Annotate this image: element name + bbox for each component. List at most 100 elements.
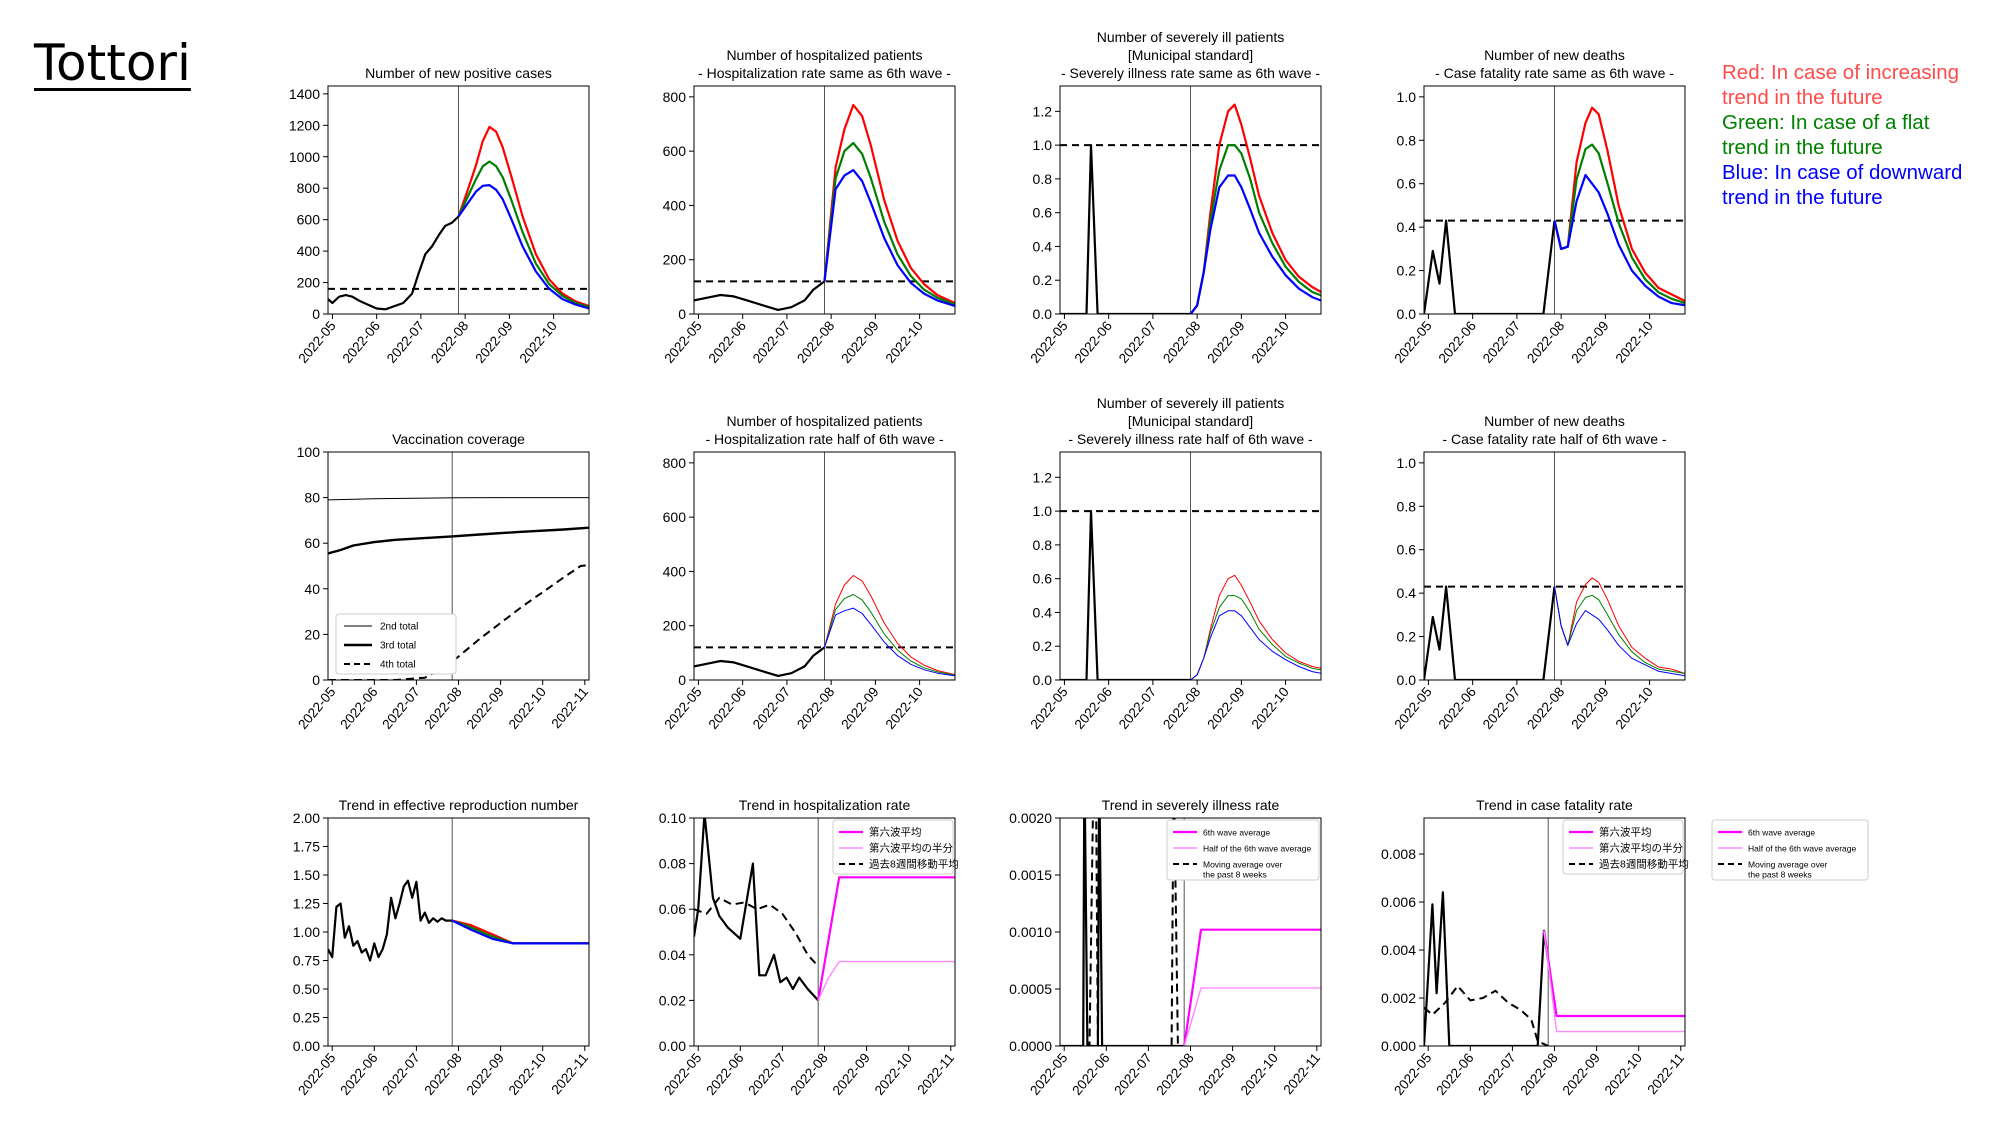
x-tick-label: 2022-06 (706, 684, 749, 732)
x-tick-label: 2022-11 (548, 1050, 591, 1097)
x-tick-label: 2022-06 (1433, 1050, 1476, 1098)
chart-title: Number of new deaths (1484, 47, 1625, 63)
x-tick-label: 2022-10 (1249, 318, 1292, 366)
series-second (328, 497, 589, 501)
scenario-legend: Red: In case of increasing trend in the … (1722, 60, 1992, 210)
y-tick-label: 0.0 (1033, 306, 1053, 322)
plot-area (1424, 452, 1685, 680)
series-actual (1060, 818, 1185, 1046)
x-tick-label: 2022-07 (1480, 684, 1523, 732)
x-tick-label: 2022-08 (794, 684, 837, 732)
series-flat (1554, 586, 1685, 674)
plot-area (694, 818, 955, 1046)
y-tick-label: 0.6 (1033, 205, 1053, 221)
chart-cfr: Trend in case fatality rate 0.000 0.002 0.0… (1381, 797, 1689, 1098)
x-tick-label: 2022-11 (914, 1050, 957, 1097)
y-tick-label: 0.08 (659, 856, 686, 872)
y-tick-label: 0 (312, 672, 320, 688)
y-tick-label: 1.0 (1397, 89, 1417, 105)
scenario-legend-blue: Blue: In case of downward trend in the f… (1722, 161, 1963, 209)
chart-title: Trend in severely illness rate (1102, 797, 1280, 813)
series-actual (694, 280, 826, 311)
y-tick-label: 0.2 (1033, 272, 1053, 288)
legend-label: 第六波平均 (1599, 826, 1652, 839)
x-tick-label: 2022-11 (548, 684, 591, 731)
y-tick-label: 0.04 (659, 947, 686, 963)
legend-label: 4th total (380, 660, 416, 671)
legend-label: 第六波平均 (869, 826, 922, 839)
series-actual (328, 879, 453, 962)
chart-title: Number of severely ill patients (1097, 29, 1285, 45)
chart-deaths1: Number of new deaths - Case fatality rate… (1391, 47, 1686, 366)
series-actual (328, 215, 460, 311)
x-tick-label: 2022-09 (838, 684, 881, 732)
y-tick-label: 100 (297, 444, 321, 460)
x-tick-label: 2022-06 (1436, 318, 1479, 366)
series-actual (694, 818, 820, 1002)
series-actual (1424, 585, 1556, 680)
y-tick-label: 800 (297, 180, 321, 196)
y-tick-label: 0.0005 (1009, 981, 1052, 997)
series-increase (451, 919, 589, 945)
y-tick-label: 0.25 (293, 1010, 320, 1026)
x-tick-label: 2022-09 (1204, 684, 1247, 732)
y-tick-label: 400 (663, 563, 687, 579)
y-tick-label: 0.6 (1397, 542, 1417, 558)
x-tick-label: 2022-09 (1568, 318, 1611, 366)
series-flat (824, 594, 955, 676)
x-tick-label: 2022-08 (1524, 684, 1567, 732)
chart-title: - Hospitalization rate same as 6th wave … (698, 65, 951, 81)
plot-area (328, 818, 589, 1046)
x-tick-label: 2022-09 (830, 1050, 873, 1098)
y-tick-label: 0.006 (1381, 894, 1416, 910)
chart-title: - Severely illness rate half of 6th wave… (1068, 431, 1313, 447)
y-tick-label: 0.8 (1397, 132, 1417, 148)
x-tick-label: 2022-08 (428, 318, 471, 366)
series-actual (1424, 219, 1556, 314)
x-tick-label: 2022-09 (464, 684, 507, 732)
series-actual (694, 646, 826, 678)
y-tick-label: 0 (312, 306, 320, 322)
series-sixth_avg (1542, 930, 1685, 1018)
scenario-legend-green: Green: In case of a flat trend in the fu… (1722, 111, 1930, 159)
plot-area (1060, 452, 1321, 680)
series-down (1553, 173, 1685, 307)
x-tick-label: 2022-07 (384, 318, 427, 366)
y-tick-label: 0.2 (1033, 638, 1053, 654)
x-tick-label: 2022-10 (1238, 1050, 1281, 1098)
x-tick-label: 2022-05 (1027, 684, 1070, 732)
y-tick-label: 0.4 (1033, 238, 1053, 254)
chart-severerate: Trend in severely illness rate 0.0000 0.00… (1009, 797, 1323, 1098)
series-sixth_avg (817, 876, 955, 1001)
legend-label: the past 8 weeks (1203, 870, 1267, 880)
x-tick-label: 2022-07 (1111, 1050, 1154, 1098)
series-moving_avg (1060, 818, 1185, 1046)
chart-title: Vaccination coverage (392, 431, 525, 447)
x-tick-label: 2022-06 (1436, 684, 1479, 732)
x-tick-label: 2022-10 (883, 318, 926, 366)
y-tick-label: 400 (297, 243, 321, 259)
chart-title: Trend in case fatality rate (1476, 797, 1633, 813)
y-tick-label: 1.25 (293, 896, 320, 912)
series-half_sixth (1543, 930, 1685, 1033)
y-tick-label: 0.008 (1381, 846, 1416, 862)
x-tick-label: 2022-09 (1568, 684, 1611, 732)
series-half_sixth (817, 960, 955, 1001)
chart-title: - Case fatality rate half of 6th wave - (1442, 431, 1666, 447)
x-tick-label: 2022-07 (1480, 318, 1523, 366)
plot-area (1424, 86, 1685, 314)
y-tick-label: 1.0 (1033, 137, 1053, 153)
x-tick-label: 2022-09 (472, 318, 515, 366)
y-tick-label: 0.4 (1397, 585, 1417, 601)
series-down (451, 919, 589, 945)
y-tick-label: 1.2 (1033, 103, 1053, 119)
plot-frame (1423, 451, 1686, 681)
legend-label: 2nd total (380, 622, 418, 633)
series-down (824, 607, 955, 677)
x-tick-label: 2022-08 (787, 1050, 830, 1098)
x-tick-label: 2022-05 (1391, 318, 1434, 366)
y-tick-label: 1.0 (1033, 503, 1053, 519)
chart-cases: Number of new positive cases 0 200 400 600 80… (289, 65, 590, 366)
legend-label: 第六波平均の半分 (1599, 842, 1683, 855)
y-tick-label: 0.8 (1397, 498, 1417, 514)
